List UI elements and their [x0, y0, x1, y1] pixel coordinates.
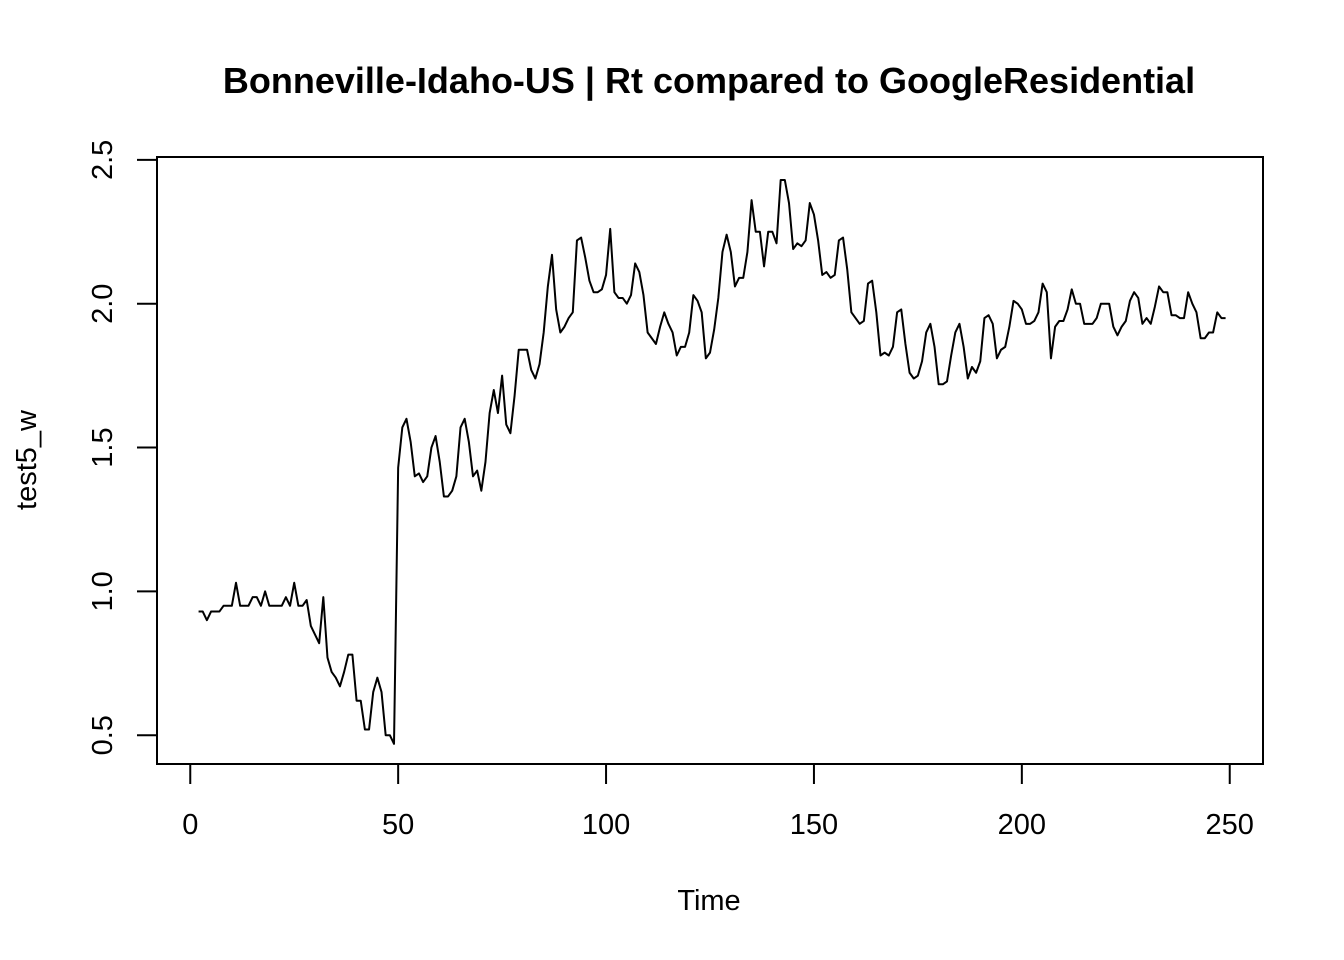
- chart-title: Bonneville-Idaho-US | Rt compared to Goo…: [223, 60, 1195, 102]
- series-line: [198, 179, 1226, 745]
- y-tick-label: 2.0: [87, 284, 119, 324]
- y-tick-label: 1.5: [87, 427, 119, 467]
- x-tick-label: 100: [582, 809, 630, 841]
- y-tick-label: 1.0: [87, 571, 119, 611]
- x-tick-label: 150: [790, 809, 838, 841]
- x-axis: 0 50 100 150 200 250: [182, 763, 1254, 841]
- y-axis: 0.5 1.0 1.5 2.0 2.5: [87, 140, 158, 755]
- x-tick-label: 250: [1206, 809, 1254, 841]
- y-tick-label: 2.5: [87, 140, 119, 180]
- x-axis-label: Time: [677, 885, 740, 917]
- x-tick-label: 200: [998, 809, 1046, 841]
- y-tick-label: 0.5: [87, 715, 119, 755]
- x-tick-label: 50: [382, 809, 414, 841]
- x-tick-label: 0: [182, 809, 198, 841]
- y-axis-label: test5_w: [11, 409, 43, 510]
